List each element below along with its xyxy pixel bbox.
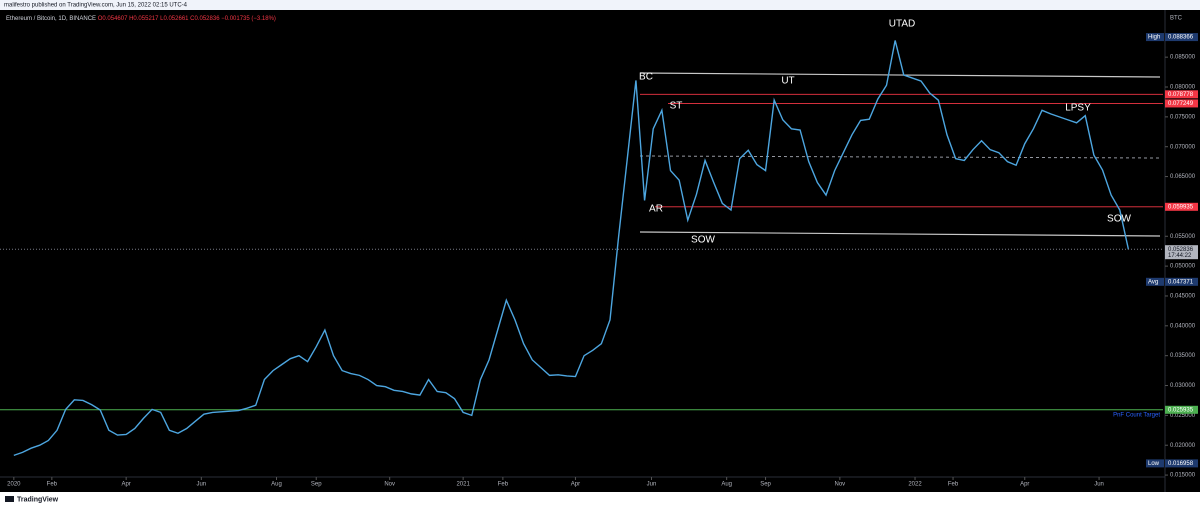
y-tick-label: 0.080000 <box>1170 85 1196 91</box>
annotation: AR <box>649 204 663 215</box>
marker-name-box <box>1146 459 1164 468</box>
ohlc-high: H0.055217 <box>129 16 159 22</box>
x-tick-label: Aug <box>271 482 282 488</box>
annotation: SOW <box>1107 214 1131 225</box>
target-label-box <box>1165 405 1198 414</box>
marker-name-box <box>1146 33 1164 42</box>
footer-bar <box>0 492 1200 507</box>
y-tick-label: 0.085000 <box>1170 55 1196 61</box>
marker-value: 0.047371 <box>1168 279 1194 285</box>
annotation: SOW <box>691 235 715 246</box>
marker-name: High <box>1148 35 1160 41</box>
marker-name-box <box>1146 277 1164 286</box>
x-tick-label: Nov <box>835 482 846 488</box>
annotation: UT <box>781 76 794 87</box>
y-tick-label: 0.035000 <box>1170 353 1196 359</box>
level-label-box <box>1165 202 1198 211</box>
marker-value: 0.088366 <box>1168 35 1194 41</box>
trading-range-mid <box>639 155 1161 159</box>
ohlc-open: O0.054607 <box>98 16 128 22</box>
price-line <box>13 40 1130 457</box>
brand-name: TradingView <box>17 496 59 503</box>
brand-logo <box>5 496 14 502</box>
annotation: UTAD <box>889 19 915 30</box>
level-label: 0.078778 <box>1168 92 1194 98</box>
x-tick-label: Apr <box>121 482 130 488</box>
annotation: LPSY <box>1065 103 1091 114</box>
currency: BTC <box>1170 16 1183 22</box>
x-tick-label: 2021 <box>456 482 470 488</box>
y-tick-label: 0.050000 <box>1170 264 1196 270</box>
y-tick-label: 0.025000 <box>1170 413 1196 419</box>
marker-value-box <box>1165 33 1198 42</box>
x-tick-label: Feb <box>948 482 959 488</box>
x-tick-label: 2022 <box>908 482 922 488</box>
annotation: ST <box>670 101 683 112</box>
level-label-box <box>1165 99 1198 108</box>
level-label: 0.059935 <box>1168 204 1194 210</box>
countdown-label: 17:44:22 <box>1168 253 1192 259</box>
marker-name: Low <box>1148 461 1160 467</box>
last-price-box <box>1165 245 1198 260</box>
marker-value: 0.016958 <box>1168 461 1194 467</box>
x-tick-label: Sep <box>760 482 771 488</box>
last-price-label: 0.052836 <box>1168 247 1194 253</box>
x-tick-label: Apr <box>571 482 580 488</box>
y-tick-label: 0.075000 <box>1170 114 1196 120</box>
y-tick-label: 0.030000 <box>1170 383 1196 389</box>
ohlc-close: C0.052836 <box>190 16 220 22</box>
publish-info: malifestro published on TradingView.com,… <box>4 3 188 9</box>
target-label: 0.025935 <box>1168 407 1194 413</box>
x-tick-label: Feb <box>498 482 509 488</box>
x-tick-label: Sep <box>311 482 322 488</box>
level-label-box <box>1165 90 1198 99</box>
annotation: BC <box>639 72 653 83</box>
x-tick-label: Jun <box>647 482 657 488</box>
symbol-title: Ethereum / Bitcoin, 1D, BINANCE <box>6 16 96 22</box>
y-tick-label: 0.070000 <box>1170 144 1196 150</box>
marker-value-box <box>1165 459 1198 468</box>
y-tick-label: 0.055000 <box>1170 234 1196 240</box>
trading-range-top <box>639 72 1161 78</box>
x-tick-label: Nov <box>384 482 395 488</box>
ohlc-change: −0.001735 (−3.18%) <box>221 16 276 22</box>
x-tick-label: 2020 <box>7 482 21 488</box>
ohlc-low: L0.052661 <box>160 16 189 22</box>
level-label: 0.077249 <box>1168 101 1194 107</box>
x-tick-label: Aug <box>721 482 732 488</box>
y-tick-label: 0.040000 <box>1170 323 1196 329</box>
chart-background <box>0 10 1200 492</box>
x-tick-label: Feb <box>47 482 58 488</box>
x-tick-label: Jun <box>196 482 206 488</box>
y-tick-label: 0.045000 <box>1170 294 1196 300</box>
symbol-info: Ethereum / Bitcoin, 1D, BINANCE O0.05460… <box>6 16 276 22</box>
y-tick-label: 0.065000 <box>1170 174 1196 180</box>
y-tick-label: 0.015000 <box>1170 473 1196 479</box>
marker-name: Avg <box>1148 279 1158 285</box>
target-note: PnF Count Target <box>1113 412 1160 418</box>
x-tick-label: Jun <box>1094 482 1104 488</box>
header-bar <box>0 0 1200 10</box>
y-tick-label: 0.020000 <box>1170 443 1196 449</box>
x-tick-label: Apr <box>1020 482 1029 488</box>
marker-value-box <box>1165 277 1198 286</box>
trading-range-bottom <box>639 231 1161 237</box>
